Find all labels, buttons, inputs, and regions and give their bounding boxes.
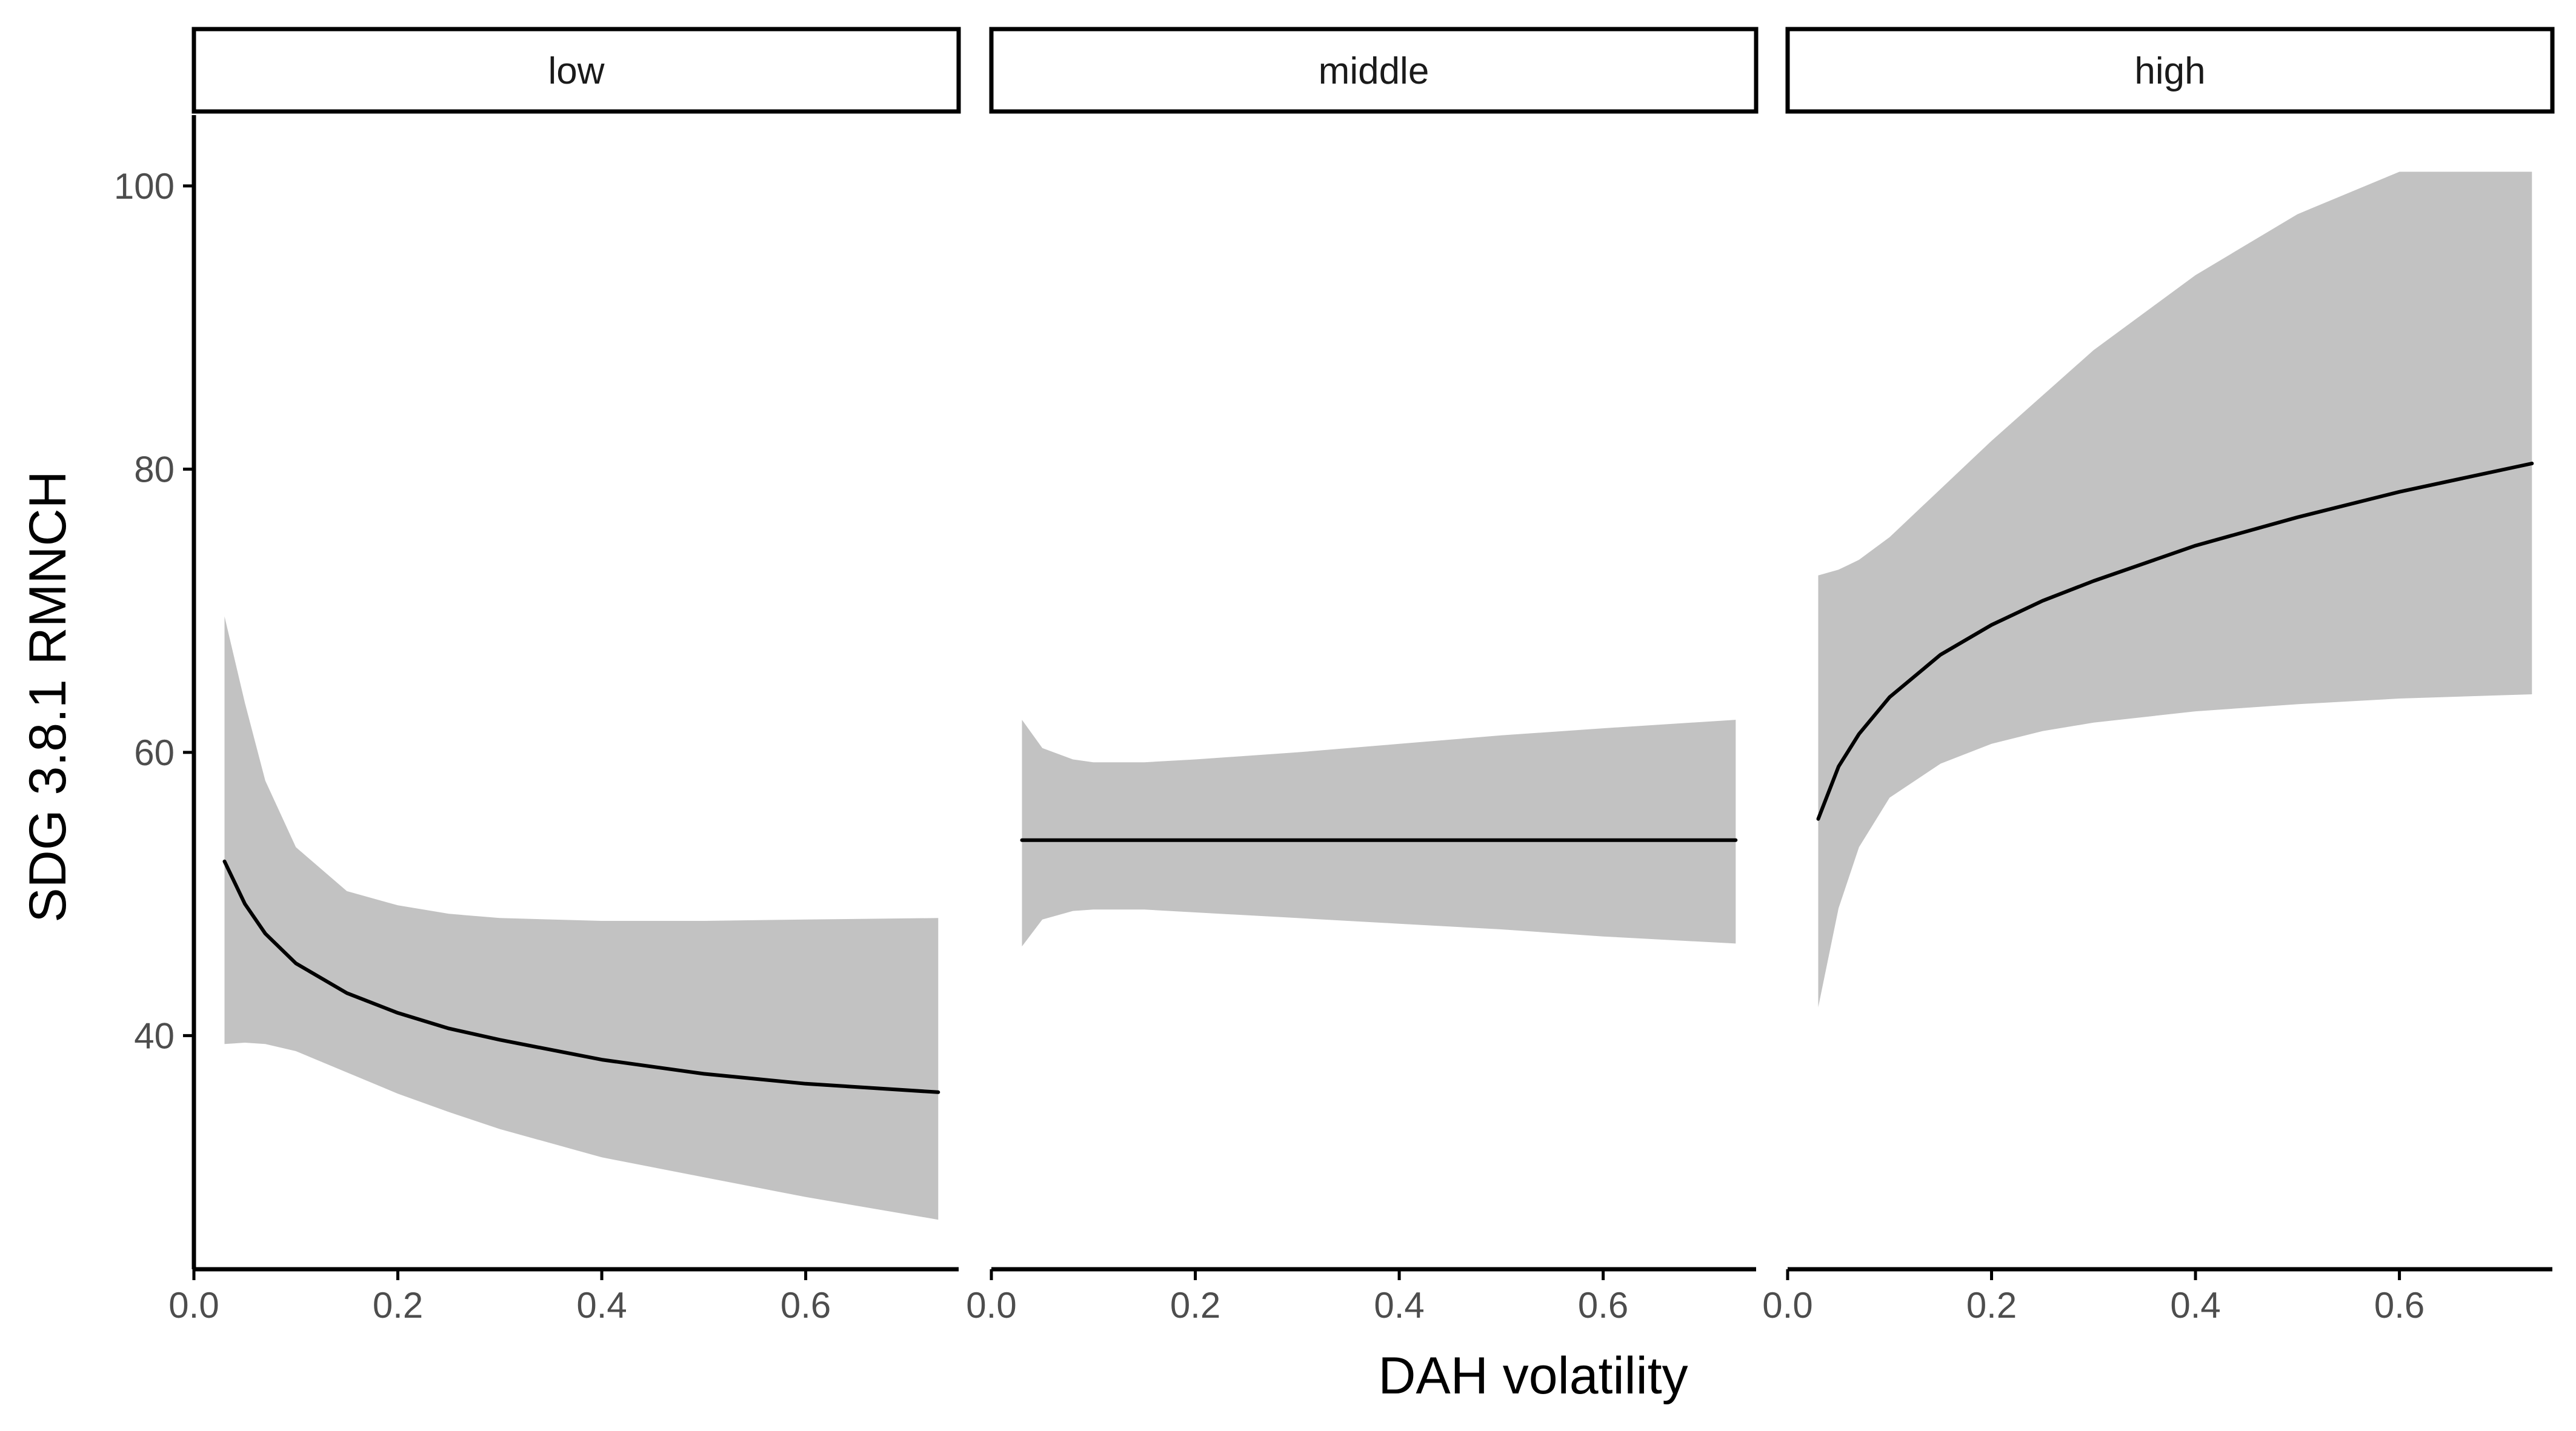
chart-panels: low 0.0 0.2 0.4 0.6 middle 0.0 0.2 0.4 0.6 high 0.0…: [168, 27, 2555, 1326]
x-tick-label-high-1: 0.2: [1966, 1285, 2017, 1326]
x-tick-label-high-2: 0.4: [2170, 1285, 2220, 1326]
x-tick-label-middle-1: 0.2: [1170, 1285, 1220, 1326]
y-axis: 40 60 80 100: [114, 115, 196, 1269]
x-tick-label-low-0: 0.0: [168, 1285, 219, 1326]
fit-line-high: [1816, 462, 2534, 821]
x-tick-label-high-0: 0.0: [1762, 1285, 1812, 1326]
y-tick-label-0: 40: [134, 1015, 175, 1056]
strip-high: [1785, 27, 2555, 114]
strip-middle: [989, 27, 1759, 114]
strip-label-high: high: [2134, 50, 2205, 92]
panel-high: high 0.0 0.2 0.4 0.6: [1762, 27, 2555, 1326]
y-tick-label-1: 60: [134, 732, 175, 773]
confidence-band-high: [1818, 171, 2532, 1008]
y-tick-label-2: 80: [134, 449, 175, 490]
y-tick-label-3: 100: [114, 166, 175, 207]
x-tick-label-middle-2: 0.4: [1374, 1285, 1424, 1326]
confidence-band-low: [224, 616, 939, 1220]
x-axis-title: DAH volatility: [1378, 1347, 1688, 1405]
x-tick-label-low-3: 0.6: [780, 1285, 831, 1326]
x-tick-label-low-2: 0.4: [576, 1285, 627, 1326]
panel-middle: middle 0.0 0.2 0.4 0.6: [966, 27, 1759, 1326]
strip-label-low: low: [548, 50, 604, 92]
panel-low: low 0.0 0.2 0.4 0.6: [168, 27, 961, 1326]
strip-label-middle: middle: [1319, 50, 1429, 92]
confidence-band-middle: [1022, 720, 1736, 947]
y-axis-title: SDG 3.8.1 RMNCH: [19, 471, 77, 923]
x-tick-label-middle-3: 0.6: [1578, 1285, 1628, 1326]
x-tick-label-low-1: 0.2: [373, 1285, 423, 1326]
fit-line-low: [222, 859, 940, 1094]
x-tick-label-high-3: 0.6: [2374, 1285, 2425, 1326]
strip-low: [191, 27, 961, 114]
x-tick-label-middle-0: 0.0: [966, 1285, 1016, 1326]
